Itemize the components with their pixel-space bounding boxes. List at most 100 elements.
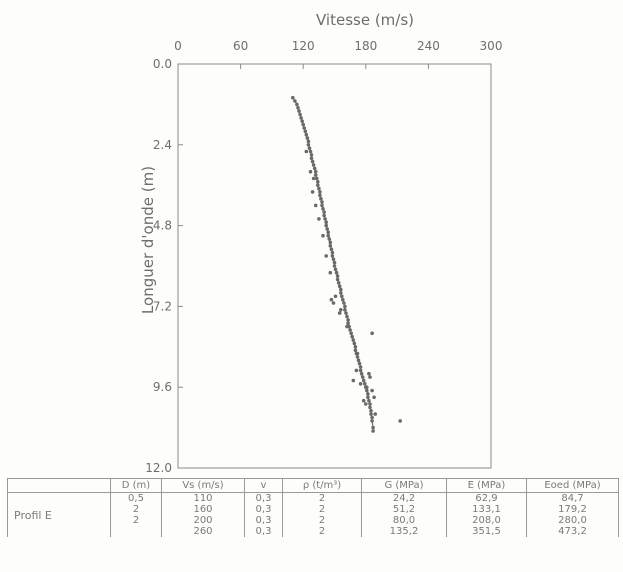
data-point bbox=[365, 388, 369, 393]
data-point bbox=[349, 331, 354, 336]
data-point bbox=[354, 368, 359, 373]
data-point bbox=[368, 405, 372, 410]
table-cell: 133,1 bbox=[446, 504, 527, 515]
table-cell: 0,3 bbox=[244, 515, 283, 526]
data-point bbox=[345, 314, 349, 319]
header-cell: Eoed (MPa) bbox=[526, 478, 619, 493]
x-tick-labels: 0 60 120 180 240 300 bbox=[174, 39, 502, 53]
table-row: 2 160 0,3 2 51,2 133,1 179,2 bbox=[8, 504, 619, 515]
data-point bbox=[337, 284, 342, 289]
data-point bbox=[328, 244, 333, 248]
data-point bbox=[320, 200, 324, 204]
data-point bbox=[311, 176, 316, 181]
data-point bbox=[356, 358, 361, 363]
table-row: 2 200 0,3 2 80,0 208,0 280,0 bbox=[8, 515, 619, 526]
x-tick-label: 120 bbox=[292, 39, 315, 53]
data-point bbox=[324, 220, 329, 224]
data-point bbox=[325, 227, 330, 231]
data-point bbox=[323, 217, 327, 221]
table-cell: 51,2 bbox=[361, 504, 447, 515]
data-point bbox=[358, 368, 363, 373]
y-tick-label: 2.4 bbox=[153, 138, 172, 152]
data-point bbox=[301, 122, 306, 127]
y-tick-label: 12.0 bbox=[145, 461, 172, 475]
data-point bbox=[340, 294, 344, 299]
table-cell: 110 bbox=[161, 492, 245, 504]
data-point bbox=[365, 385, 369, 390]
data-point bbox=[353, 345, 358, 349]
data-point bbox=[368, 402, 372, 406]
x-axis-title: Vitesse (m/s) bbox=[316, 11, 414, 29]
table-cell: 2 bbox=[282, 526, 362, 537]
data-point bbox=[324, 254, 329, 258]
data-point bbox=[341, 297, 345, 302]
data-point bbox=[320, 203, 324, 208]
data-point bbox=[306, 139, 311, 144]
table-row: 260 0,3 2 135,2 351,5 473,2 bbox=[8, 526, 619, 537]
x-tick-label: 60 bbox=[233, 39, 248, 53]
data-point bbox=[361, 378, 366, 383]
table-cell: 179,2 bbox=[526, 504, 619, 515]
table-cell: 0,3 bbox=[244, 526, 283, 537]
data-point bbox=[319, 196, 323, 201]
data-point bbox=[309, 156, 314, 161]
table-cell: 473,2 bbox=[526, 526, 619, 537]
data-point bbox=[328, 270, 333, 275]
data-point bbox=[299, 116, 303, 120]
data-point bbox=[357, 361, 362, 366]
data-point bbox=[328, 240, 333, 245]
data-point bbox=[373, 412, 378, 416]
table-cell: 208,0 bbox=[446, 515, 527, 526]
data-point bbox=[369, 412, 373, 416]
data-point bbox=[366, 395, 370, 400]
table-cell: 24,2 bbox=[361, 492, 447, 504]
parameters-table: D (m) Vs (m/s) v ρ (t/m³) G (MPa) E (MPa… bbox=[7, 478, 619, 537]
data-point bbox=[346, 321, 350, 326]
data-point bbox=[317, 217, 321, 221]
row-label: Profil E bbox=[7, 492, 111, 537]
data-point bbox=[304, 132, 309, 137]
data-point bbox=[342, 301, 346, 305]
data-point bbox=[297, 109, 301, 113]
data-point bbox=[331, 257, 336, 262]
data-point bbox=[352, 341, 357, 346]
data-point bbox=[343, 304, 347, 309]
header-cell: v bbox=[244, 478, 283, 493]
data-point bbox=[355, 355, 360, 359]
data-point bbox=[366, 392, 370, 396]
data-point bbox=[359, 371, 364, 376]
data-point bbox=[344, 311, 348, 315]
data-point bbox=[368, 375, 372, 379]
data-point bbox=[333, 294, 338, 299]
data-point bbox=[346, 318, 350, 322]
velocity-profile-chart: Vitesse (m/s) Longuer d'onde (m) 0 60 120 1… bbox=[139, 11, 502, 475]
data-point bbox=[358, 365, 363, 369]
data-point bbox=[330, 250, 335, 255]
header-cell: G (MPa) bbox=[361, 478, 447, 493]
data-point bbox=[322, 210, 326, 214]
data-point bbox=[335, 274, 340, 278]
table-cell: 62,9 bbox=[446, 492, 527, 504]
data-point bbox=[327, 237, 332, 241]
data-point bbox=[329, 247, 334, 251]
data-point bbox=[370, 388, 374, 393]
data-point bbox=[316, 183, 320, 187]
data-point bbox=[313, 169, 318, 174]
table-header-row: D (m) Vs (m/s) v ρ (t/m³) G (MPa) E (MPa… bbox=[7, 478, 619, 493]
table-cell: 260 bbox=[161, 526, 245, 537]
table-cell: 200 bbox=[161, 515, 245, 526]
data-point bbox=[363, 382, 367, 386]
data-point bbox=[309, 153, 314, 157]
table-cell: 0,5 bbox=[110, 492, 162, 504]
table-cell: 2 bbox=[282, 515, 362, 526]
table-cell: 2 bbox=[110, 515, 162, 526]
header-cell: D (m) bbox=[110, 478, 162, 493]
data-point bbox=[361, 398, 366, 403]
data-point bbox=[339, 291, 343, 295]
data-point bbox=[336, 281, 341, 285]
data-point bbox=[358, 382, 363, 386]
data-point bbox=[335, 277, 340, 282]
data-point bbox=[339, 287, 343, 292]
data-point bbox=[326, 233, 331, 238]
data-point bbox=[351, 378, 356, 383]
